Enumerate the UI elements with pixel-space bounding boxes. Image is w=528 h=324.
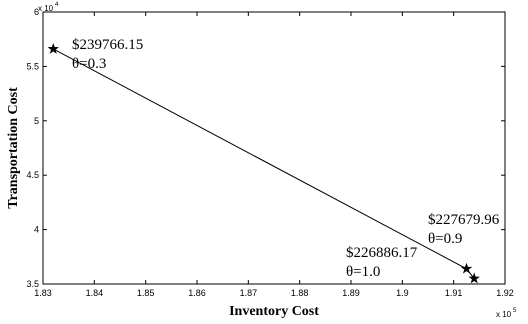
annotation-0-theta: θ=0.3 [72,56,106,72]
annotation-2-theta: θ=1.0 [346,264,380,280]
annotation-1-cost: $227679.96 [428,212,500,228]
y-tick-label: 6 [34,7,39,17]
y-axis-ticks: 3.5 4 4.5 5 5.5 6 [26,7,505,289]
x-tick-label: 1.9 [396,288,409,298]
x-axis-multiplier: x 10 5 [496,308,517,319]
y-tick-label: 5.5 [26,61,39,71]
x-tick-label: 1.85 [137,288,155,298]
x-tick-label: 1.86 [188,288,206,298]
y-tick-label: 5 [34,116,39,126]
x-multiplier-exponent: 5 [513,308,517,314]
x-tick-label: 1.84 [86,288,104,298]
y-tick-label: 4 [34,225,39,235]
star-marker [47,42,59,54]
annotation-1: $227679.96 θ=0.9 [428,212,500,247]
x-tick-label: 1.88 [291,288,309,298]
annotation-0: $239766.15 θ=0.3 [72,37,143,72]
plot-area [42,11,506,285]
star-marker [460,262,473,274]
annotation-2-cost: $226886.17 [346,245,418,261]
x-tick-label: 1.83 [34,288,52,298]
x-axis-ticks: 1.83 1.84 1.85 1.86 1.87 1.88 1.89 1.9 1.91 1.92 [34,12,514,298]
y-tick-label: 3.5 [26,279,39,289]
y-multiplier-base: x 10 [38,4,54,13]
x-tick-label: 1.89 [342,288,360,298]
x-axis-label: Inventory Cost [229,304,319,319]
y-axis-label: Transportation Cost [6,87,21,209]
series-layer [47,42,480,284]
annotation-0-cost: $239766.15 [72,37,143,53]
annotation-2: $226886.17 θ=1.0 [346,245,418,280]
x-tick-label: 1.91 [445,288,463,298]
x-tick-label: 1.87 [240,288,258,298]
annotation-1-theta: θ=0.9 [428,231,462,247]
x-multiplier-base: x 10 [496,310,512,319]
star-marker [468,272,480,284]
y-multiplier-exponent: 4 [55,2,59,8]
y-tick-label: 4.5 [26,170,39,180]
x-tick-label: 1.92 [496,288,514,298]
y-axis-multiplier: x 10 4 [38,2,59,13]
